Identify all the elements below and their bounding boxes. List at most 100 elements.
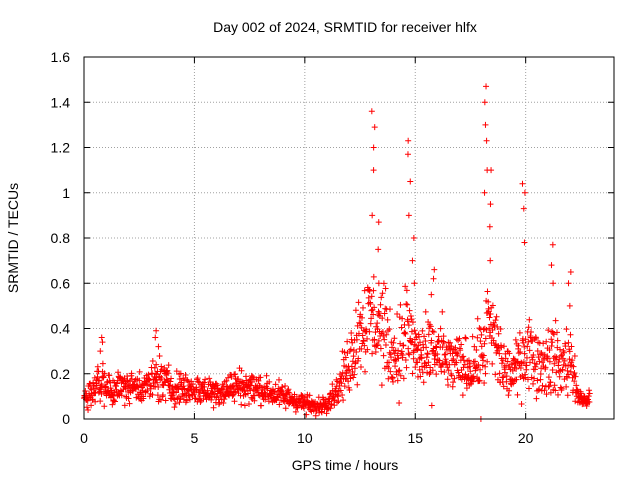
data-point — [231, 389, 238, 396]
data-point — [367, 300, 374, 307]
data-point — [542, 364, 549, 371]
data-point — [554, 391, 561, 398]
data-point — [92, 385, 99, 392]
data-point — [409, 257, 416, 264]
data-point — [482, 363, 489, 370]
data-point — [451, 375, 458, 382]
data-point — [564, 367, 571, 374]
data-point — [527, 334, 534, 341]
data-point — [550, 280, 557, 287]
data-point — [404, 151, 411, 158]
data-point — [392, 363, 399, 370]
data-point — [486, 223, 493, 230]
data-point — [270, 388, 277, 395]
data-point — [495, 343, 502, 350]
data-point — [186, 392, 193, 399]
data-point — [473, 346, 480, 353]
data-point — [154, 379, 161, 386]
data-point — [370, 167, 377, 174]
data-point — [490, 337, 497, 344]
data-point — [520, 358, 527, 365]
data-point — [563, 326, 570, 333]
data-point — [460, 353, 467, 360]
data-point — [397, 301, 404, 308]
data-point — [548, 336, 555, 343]
data-point — [100, 374, 107, 381]
y-tick-label: 0.6 — [51, 275, 71, 291]
data-point — [516, 329, 523, 336]
data-point — [286, 389, 293, 396]
data-point — [406, 307, 413, 314]
data-point — [361, 287, 368, 294]
data-point — [446, 361, 453, 368]
y-tick-label: 1 — [62, 185, 70, 201]
data-point — [536, 358, 543, 365]
data-point — [163, 376, 170, 383]
data-point — [430, 328, 437, 335]
data-point — [169, 392, 176, 399]
data-point — [556, 373, 563, 380]
data-point — [458, 376, 465, 383]
data-point — [380, 280, 387, 287]
data-point — [282, 405, 289, 412]
data-point — [425, 331, 432, 338]
data-point — [241, 402, 248, 409]
data-point — [186, 396, 193, 403]
data-point — [372, 349, 379, 356]
data-point — [407, 312, 414, 319]
data-point — [546, 347, 553, 354]
data-point — [444, 376, 451, 383]
data-point — [247, 387, 254, 394]
data-point — [569, 374, 576, 381]
data-point — [197, 393, 204, 400]
data-point — [95, 389, 102, 396]
data-point — [525, 324, 532, 331]
data-point — [438, 361, 445, 368]
data-point — [210, 404, 217, 411]
data-point — [367, 320, 374, 327]
y-tick-label: 0.4 — [51, 321, 71, 337]
data-point — [493, 313, 500, 320]
data-point — [533, 361, 540, 368]
data-point — [229, 392, 236, 399]
data-point — [557, 346, 564, 353]
data-point — [549, 339, 556, 346]
data-point — [394, 352, 401, 359]
data-point — [422, 337, 429, 344]
data-point — [192, 395, 199, 402]
data-point — [341, 383, 348, 390]
data-point — [258, 402, 265, 409]
data-point — [206, 375, 213, 382]
data-point — [346, 387, 353, 394]
data-point — [405, 350, 412, 357]
data-point — [171, 404, 178, 411]
data-point — [381, 310, 388, 317]
data-point — [354, 381, 361, 388]
data-point — [403, 301, 410, 308]
data-point — [403, 287, 410, 294]
data-point — [533, 395, 540, 402]
data-point — [404, 301, 411, 308]
data-point — [564, 374, 571, 381]
data-point — [354, 322, 361, 329]
data-point — [583, 402, 590, 409]
data-point — [375, 246, 382, 253]
data-point — [566, 356, 573, 363]
data-point — [344, 338, 351, 345]
data-point — [557, 384, 564, 391]
data-point — [344, 367, 351, 374]
data-point — [84, 404, 91, 411]
data-point — [549, 367, 556, 374]
data-point — [470, 358, 477, 365]
data-point — [155, 343, 162, 350]
data-point — [369, 350, 376, 357]
data-point — [543, 338, 550, 345]
data-point — [422, 308, 429, 315]
data-point — [114, 380, 121, 387]
data-point — [442, 356, 449, 363]
data-point — [282, 383, 289, 390]
chart-title: Day 002 of 2024, SRMTID for receiver hlf… — [213, 19, 477, 35]
data-point — [459, 354, 466, 361]
data-point — [369, 212, 376, 219]
data-point — [561, 349, 568, 356]
